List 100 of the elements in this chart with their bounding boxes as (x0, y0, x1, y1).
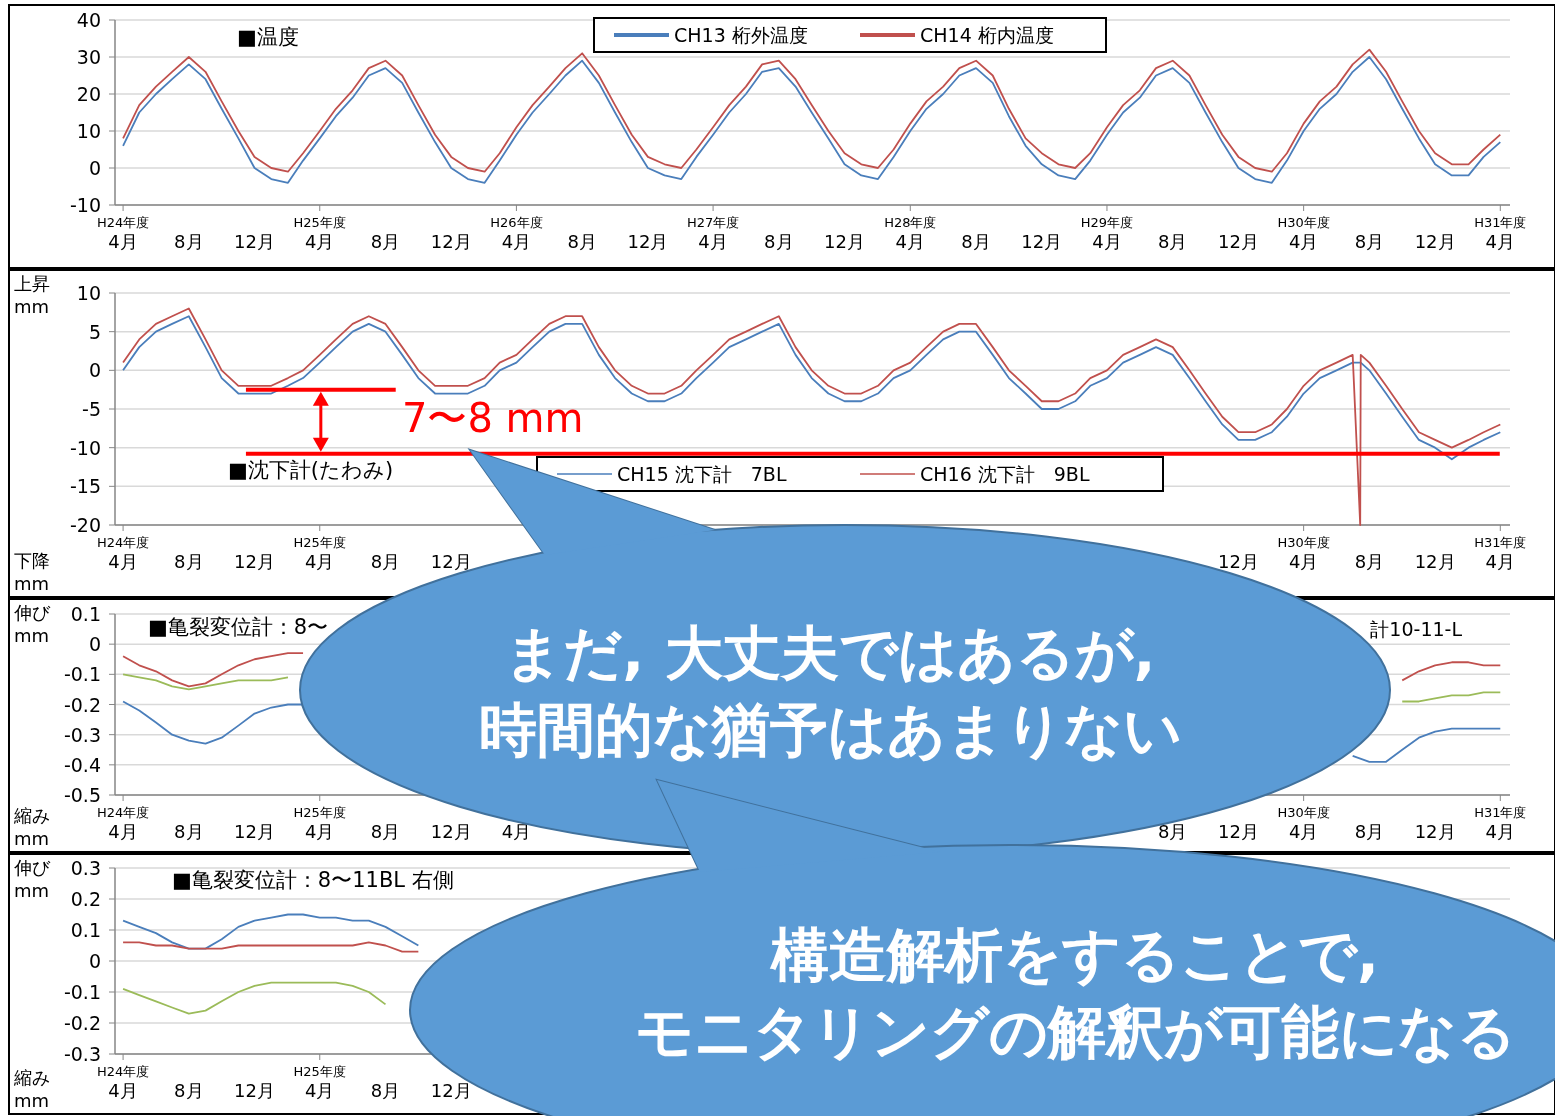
y-axis-title: 伸び mm (13, 857, 51, 901)
x-tick-label: H25年度 4月 (293, 215, 346, 252)
x-tick-label: H25年度 4月 (293, 1064, 346, 1101)
x-tick-label: 8月 (1157, 821, 1188, 842)
y-tick-label: 0 (88, 359, 101, 382)
x-tick-label: H28年度 4月 (884, 215, 937, 252)
x-tick-label: 8月 (1157, 231, 1188, 252)
x-tick-label: 8月 (174, 821, 204, 842)
y-tick-label: 40 (76, 9, 101, 31)
x-tick-label: H24年度 4月 (96, 1064, 150, 1101)
x-tick-label: 8月 (567, 231, 597, 252)
y-axis-title: 上昇 mm (14, 273, 50, 317)
x-tick-label: 12月 (1217, 551, 1259, 572)
x-tick-label: 8月 (1354, 821, 1385, 842)
x-tick-label: H30年度 4月 (1277, 215, 1330, 252)
legend-label: CH16 沈下計 9BL (920, 463, 1090, 485)
x-tick-label: 4月 (501, 821, 532, 842)
y-tick-label: -0.1 (63, 663, 101, 686)
x-tick-label: 12月 (430, 1080, 472, 1101)
x-tick-label: 12月 (430, 231, 472, 252)
x-tick-label: 12月 (1021, 231, 1063, 252)
x-tick-label: H24年度 4月 (96, 805, 150, 842)
x-tick-label: 8月 (370, 821, 401, 842)
x-tick-label: 8月 (370, 551, 401, 572)
x-tick-label: 12月 (234, 231, 276, 252)
line-series (122, 913, 420, 950)
x-tick-label: H24年度 4月 (96, 535, 150, 572)
line-series (122, 307, 1502, 526)
y-tick-label: -20 (69, 514, 101, 536)
text: 下降 mm (14, 550, 50, 594)
x-tick-label: 12月 (430, 551, 472, 572)
annotation: 計10-11-L (1370, 618, 1463, 640)
line-series (122, 941, 420, 953)
x-tick-label: 12月 (824, 231, 866, 252)
x-tick-label: 8月 (764, 231, 794, 252)
x-tick-label: 8月 (370, 231, 401, 252)
chart-title: ■亀裂変位計：8〜 (148, 615, 329, 639)
y-tick-label: 0 (88, 950, 101, 972)
y-tick-label: -0.2 (63, 1012, 101, 1034)
x-tick-label: 12月 (234, 1080, 276, 1101)
x-tick-label: H24年度 4月 (96, 215, 150, 252)
legend-label: CH13 桁外温度 (674, 24, 808, 46)
x-tick-label: H25年度 4月 (293, 535, 346, 572)
chart-title: ■亀裂変位計：8〜11BL 右側 (172, 868, 454, 892)
x-tick-label: 12月 (234, 821, 276, 842)
x-tick-label: 8月 (1354, 231, 1385, 252)
y-tick-label: -0.2 (63, 693, 101, 716)
y-tick-label: -10 (69, 436, 101, 459)
x-tick-label: H30年度 4月 (1277, 535, 1330, 572)
x-tick-label: 8月 (174, 551, 204, 572)
y-tick-label: 0.1 (70, 603, 101, 625)
y-tick-label: 0 (88, 157, 101, 179)
annotation: まだ, 大丈夫ではあるが, 時間的な猶予はあまりない (478, 619, 1182, 764)
y-tick-label: -5 (82, 398, 101, 420)
text: 縮み mm (13, 1067, 50, 1111)
x-tick-label: 8月 (961, 231, 991, 252)
y-tick-label: 5 (88, 320, 101, 343)
x-tick-label: H27年度 4月 (686, 215, 740, 252)
y-tick-label: 0.3 (70, 857, 101, 879)
x-tick-label: H30年度 4月 (1277, 805, 1330, 842)
x-tick-label: H31年度 4月 (1474, 805, 1527, 842)
x-tick-label: H29年度 4月 (1080, 215, 1134, 252)
x-tick-label: H31年度 4月 (1474, 215, 1527, 252)
text: 縮み mm (13, 805, 50, 849)
x-tick-label: 8月 (174, 231, 204, 252)
y-tick-label: -0.4 (63, 753, 101, 776)
y-tick-label: -10 (69, 194, 101, 216)
y-tick-label: -0.3 (63, 1043, 101, 1065)
x-tick-label: 12月 (1217, 821, 1259, 842)
x-tick-label: 12月 (1414, 231, 1456, 252)
legend-label: CH14 桁内温度 (920, 24, 1054, 46)
y-tick-label: -0.5 (63, 784, 101, 806)
text: ■沈下計(たわみ) (228, 458, 394, 482)
x-tick-label: 8月 (174, 1080, 204, 1101)
y-tick-label: 0.1 (70, 919, 101, 941)
annotation: 7〜8 mm (402, 395, 584, 441)
x-tick-label: 12月 (1414, 821, 1456, 842)
y-tick-label: 20 (76, 83, 101, 105)
x-tick-label: H25年度 4月 (293, 805, 346, 842)
x-tick-label: 12月 (430, 821, 472, 842)
y-tick-label: 30 (76, 46, 101, 68)
y-tick-label: -15 (69, 475, 101, 498)
chart-title: ■温度 (237, 25, 299, 49)
x-tick-label: 12月 (1414, 551, 1456, 572)
x-tick-label: 12月 (234, 551, 276, 572)
legend-label: CH15 沈下計 7BL (617, 463, 787, 485)
annotation: 構造解析をすることで, モニタリングの解釈が可能になる (634, 921, 1516, 1066)
y-axis-title: 伸び mm (13, 602, 51, 646)
line-series (122, 981, 387, 1015)
x-tick-label: H26年度 4月 (490, 215, 543, 252)
y-tick-label: 10 (76, 120, 101, 142)
x-tick-label: 8月 (370, 1080, 401, 1101)
y-tick-label: -0.1 (63, 981, 101, 1003)
x-tick-label: 12月 (1217, 231, 1259, 252)
y-tick-label: 0.2 (70, 888, 101, 910)
x-tick-label: 8月 (1354, 551, 1385, 572)
y-tick-label: 0 (88, 633, 101, 656)
y-tick-label: -0.3 (63, 723, 101, 746)
x-tick-label: 12月 (627, 231, 669, 252)
line-series (122, 315, 1502, 461)
